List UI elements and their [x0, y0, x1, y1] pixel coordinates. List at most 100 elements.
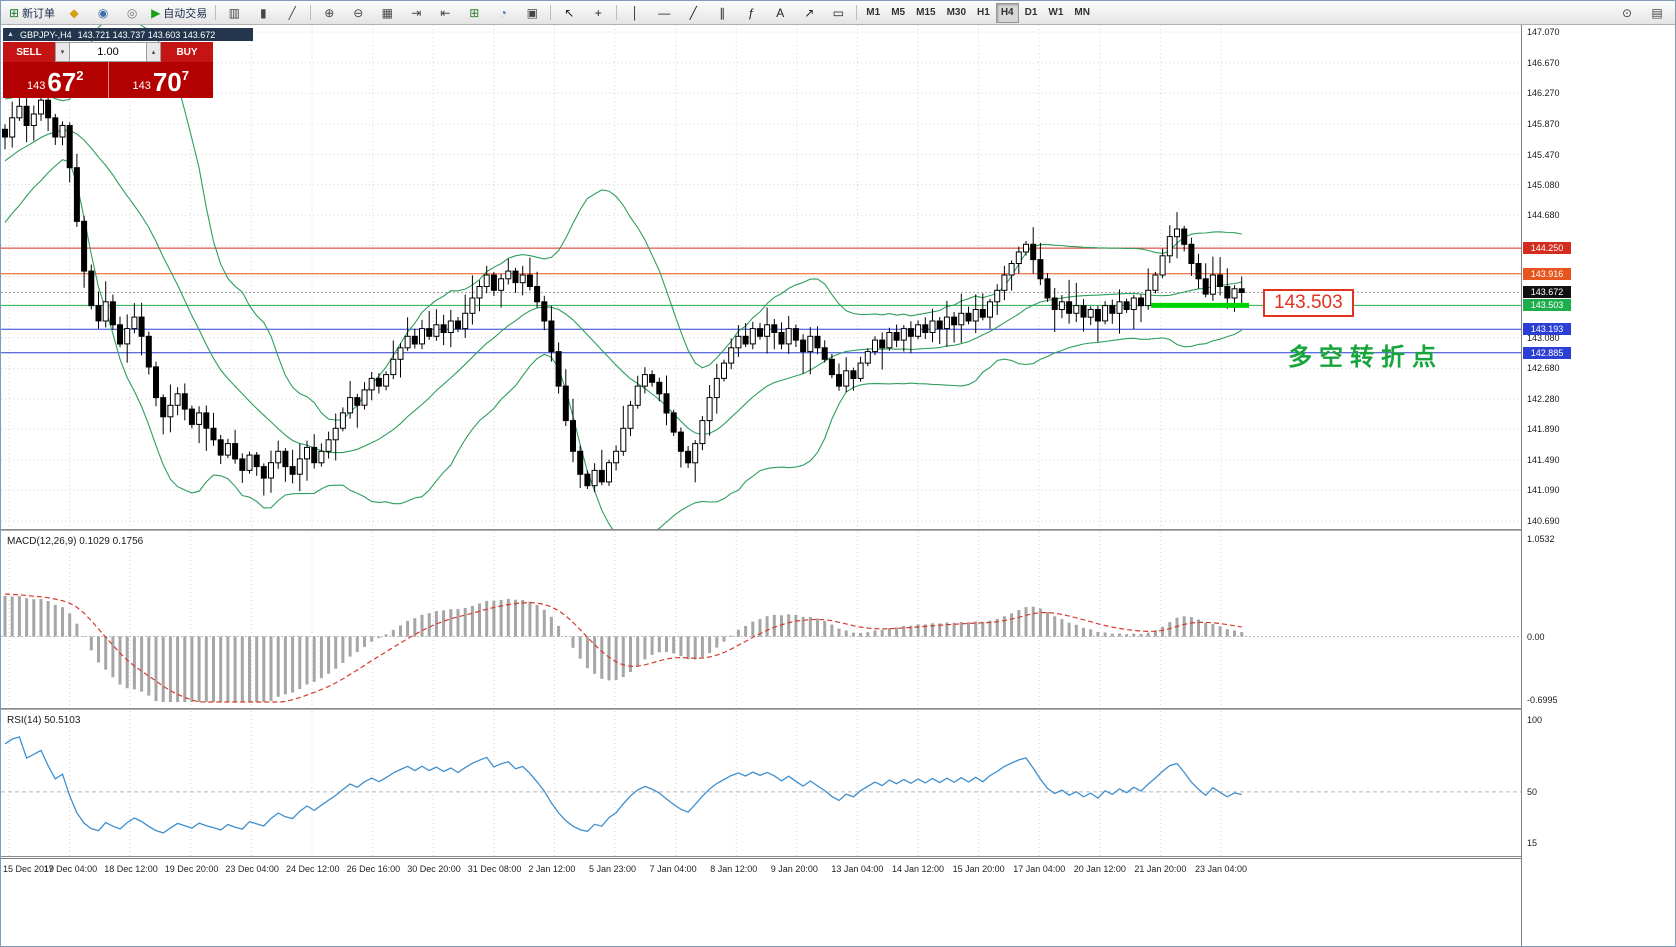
macd-axis-label: 0.00	[1527, 631, 1545, 642]
bar-chart-icon[interactable]: ▥	[220, 2, 248, 24]
time-axis-label: 9 Jan 20:00	[770, 864, 818, 874]
timeframe-d1[interactable]: D1	[1024, 7, 1038, 18]
chart-shift-icon[interactable]: ⇤	[431, 2, 459, 24]
fibonacci-icon-glyph: ƒ	[747, 5, 755, 20]
time-axis-label: 5 Jan 23:00	[589, 864, 637, 874]
time-axis-label: 15 Dec 2019	[3, 864, 55, 874]
time-axis-label: 15 Jan 20:00	[952, 864, 1005, 874]
auto-trading-button-label: 自动交易	[163, 7, 208, 20]
collapse-panel-icon[interactable]: ▲	[7, 31, 14, 38]
time-axis-label: 2 Jan 12:00	[528, 864, 576, 874]
volume-input[interactable]	[70, 42, 146, 62]
ask-price[interactable]: 143 70 7	[109, 62, 214, 98]
cursor-icon[interactable]: ↖	[555, 2, 583, 24]
trendline-icon[interactable]: ╱	[679, 2, 707, 24]
auto-trading-button[interactable]: ▶ 自动交易	[147, 2, 211, 24]
price-axis-label: 147.070	[1527, 27, 1560, 37]
rsi-axis-label: 50	[1527, 786, 1538, 797]
bid-prefix: 143	[26, 80, 46, 92]
new-order-button[interactable]: ⊞ 新订单	[5, 2, 59, 24]
timeframe-m5[interactable]: M5	[891, 7, 906, 18]
price-axis-label: 141.090	[1527, 485, 1560, 496]
turning-point-annotation[interactable]: 多空转折点	[1288, 344, 1443, 371]
toolbar-separator	[616, 5, 618, 20]
tile-windows-icon[interactable]: ▦	[373, 2, 401, 24]
buy-button[interactable]: BUY	[161, 42, 213, 62]
fibonacci-icon[interactable]: ƒ	[737, 2, 765, 24]
template-icon[interactable]: ▣	[518, 2, 546, 24]
sell-button[interactable]: SELL	[3, 42, 55, 62]
shapes-icon[interactable]: ▭	[824, 2, 852, 24]
ask-big-digits: 70	[152, 67, 182, 97]
chart-symbol-bar[interactable]: ▲ GBPJPY-,H4 143.721 143.737 143.603 143…	[3, 28, 253, 41]
macd-pane[interactable]	[1, 532, 1521, 708]
timeframe-m1[interactable]: M1	[866, 7, 881, 18]
cursor-icon-glyph: ↖	[564, 5, 575, 20]
time-axis-label: 20 Jan 12:00	[1073, 864, 1126, 874]
timeframe-w1[interactable]: W1	[1048, 7, 1064, 18]
volume-increase-button[interactable]: ▴	[146, 42, 161, 62]
timeframe-m15[interactable]: M15	[916, 7, 936, 18]
price-axis-label: 145.870	[1527, 118, 1560, 129]
time-axis-label: 23 Dec 04:00	[225, 864, 279, 874]
time-axis: 15 Dec 2019 17 Dec 04:00 18 Dec 12:00 19 De…	[1, 858, 1521, 946]
macd-svg	[1, 532, 1521, 708]
channel-icon[interactable]: ∥	[708, 2, 736, 24]
crosshair-icon[interactable]: +	[584, 2, 612, 24]
new-order-button-glyph: ⊞	[9, 5, 20, 20]
indicators-folder-icon[interactable]: ◆	[60, 2, 88, 24]
price-level-callout[interactable]: 143.503	[1263, 289, 1354, 318]
horizontal-line-icon[interactable]: —	[650, 2, 678, 24]
vertical-line-icon[interactable]: │	[621, 2, 649, 24]
auto-scroll-icon-glyph: ⇥	[411, 5, 422, 20]
rsi-axis-label: 100	[1527, 715, 1543, 725]
alerts-icon-glyph: ◎	[126, 5, 138, 20]
line-chart-icon[interactable]: ╱	[278, 2, 306, 24]
zoom-in-icon-glyph: ⊕	[324, 5, 335, 20]
timeframe-h1[interactable]: H1	[977, 7, 990, 18]
vertical-line-icon-glyph: │	[631, 5, 640, 20]
time-axis-label: 30 Dec 20:00	[407, 864, 461, 874]
chart-shift-icon-glyph: ⇤	[440, 5, 451, 20]
shapes-icon-glyph: ▭	[832, 5, 844, 20]
zoom-out-icon-glyph: ⊖	[353, 5, 364, 20]
candlestick-chart-icon[interactable]: ▮	[249, 2, 277, 24]
period-clock-icon[interactable]: ◔	[489, 2, 517, 24]
new-chart-icon[interactable]: ⊞	[460, 2, 488, 24]
price-axis: 147.070 146.670 146.270 145.870 145.470 145.0…	[1521, 25, 1675, 946]
bid-pip-digit: 2	[76, 68, 84, 83]
current-price-tag: 143.672	[1523, 286, 1571, 299]
rsi-pane[interactable]	[1, 711, 1521, 856]
ask-pip-digit: 7	[181, 68, 189, 83]
price-axis-label: 142.680	[1527, 363, 1560, 374]
arrows-icon[interactable]: ↗	[795, 2, 823, 24]
toolbar-right-group: ⊙ ▤	[1613, 2, 1671, 24]
period-clock-icon-glyph: ◔	[499, 5, 507, 20]
time-axis-label: 24 Dec 12:00	[286, 864, 340, 874]
time-axis-label: 31 Dec 08:00	[467, 864, 522, 874]
bid-price[interactable]: 143 67 2	[3, 62, 109, 98]
time-axis-label: 7 Jan 04:00	[649, 864, 697, 874]
line-chart-icon-glyph: ╱	[288, 5, 296, 20]
main-chart-pane[interactable]	[1, 11, 1521, 541]
auto-scroll-icon[interactable]: ⇥	[402, 2, 430, 24]
pane-separator[interactable]	[1, 529, 1521, 531]
timeframe-mn[interactable]: MN	[1074, 7, 1090, 18]
zoom-in-icon[interactable]: ⊕	[315, 2, 343, 24]
volume-decrease-button[interactable]: ▾	[55, 42, 70, 62]
zoom-out-icon[interactable]: ⊖	[344, 2, 372, 24]
price-level-tag: 143.193	[1523, 323, 1571, 336]
new-order-button-label: 新订单	[22, 7, 56, 20]
timeframe-h4[interactable]: H4	[995, 2, 1019, 23]
window-layout-icon[interactable]: ▤	[1651, 5, 1663, 20]
toolbar-separator	[856, 5, 858, 20]
text-label-icon[interactable]: A	[766, 2, 794, 24]
timeframe-m30[interactable]: M30	[946, 7, 967, 18]
alerts-icon[interactable]: ◎	[118, 2, 146, 24]
search-icon[interactable]: ⊙	[1621, 5, 1633, 20]
crosshair-icon-glyph: +	[594, 5, 602, 20]
pane-separator[interactable]	[1, 708, 1521, 710]
profiles-icon[interactable]: ◉	[89, 2, 117, 24]
time-axis-label: 17 Jan 04:00	[1013, 864, 1066, 874]
bid-big-digits: 67	[47, 67, 77, 97]
